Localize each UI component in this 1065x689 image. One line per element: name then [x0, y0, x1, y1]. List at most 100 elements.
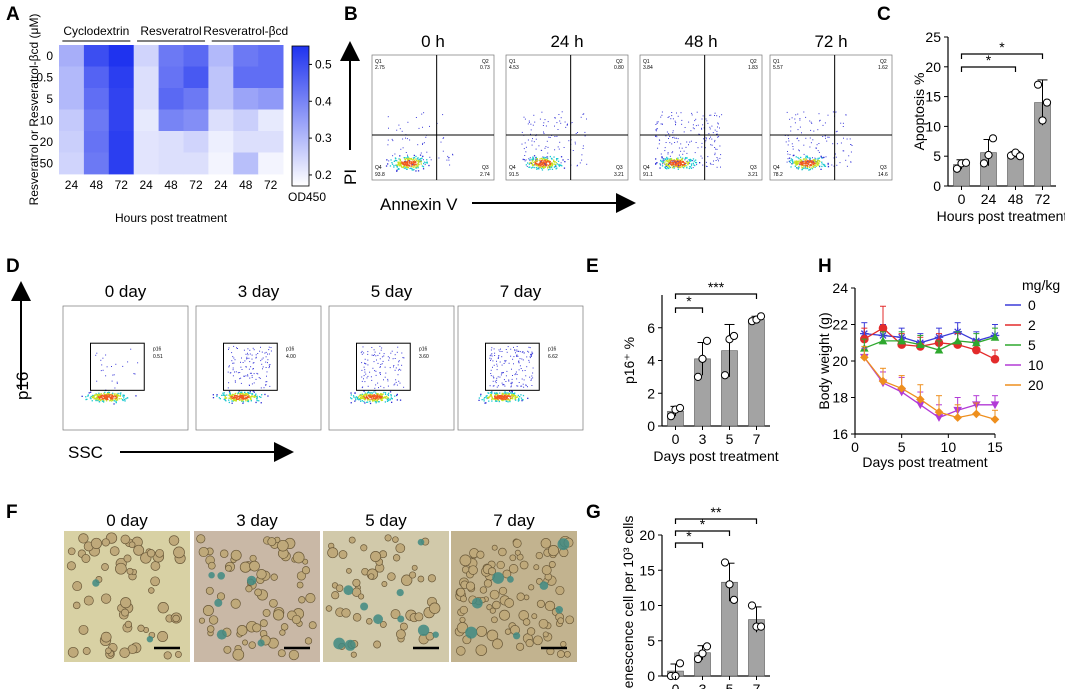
- flow-event: [268, 364, 270, 366]
- flow-event: [535, 159, 536, 161]
- flow-event: [800, 163, 803, 165]
- flow-event: [689, 158, 691, 161]
- flow-event: [512, 358, 514, 360]
- flow-event: [667, 152, 669, 154]
- flow-event: [655, 158, 657, 160]
- flow-event: [375, 402, 377, 404]
- flow-event: [550, 157, 553, 160]
- flow-event: [532, 124, 534, 126]
- flow-event: [408, 165, 411, 167]
- flow-event: [414, 162, 416, 164]
- flow-d-title: 5 day: [371, 282, 413, 301]
- flow-event: [677, 165, 680, 167]
- flow-event: [655, 164, 657, 165]
- cell: [120, 534, 131, 545]
- flow-event: [247, 395, 249, 398]
- cell: [121, 608, 129, 617]
- flow-event: [415, 165, 417, 167]
- flow-event: [108, 394, 110, 396]
- flow-event: [494, 400, 497, 402]
- flow-event: [387, 356, 389, 358]
- cell: [392, 536, 399, 543]
- data-point: [720, 558, 730, 567]
- flow-event: [715, 160, 717, 161]
- flow-event: [446, 159, 448, 161]
- flow-event: [558, 164, 561, 167]
- flow-event: [260, 387, 262, 389]
- flow-event: [531, 160, 533, 162]
- stained-cell: [373, 614, 383, 625]
- flow-event: [369, 393, 371, 395]
- flow-event: [522, 351, 524, 353]
- flow-event: [665, 158, 667, 160]
- cell: [502, 569, 512, 579]
- flow-event: [522, 399, 524, 401]
- flow-event: [702, 164, 704, 166]
- flow-event: [525, 146, 527, 148]
- flow-event: [252, 395, 254, 397]
- flow-event: [412, 169, 414, 171]
- x-axis-title: Days post treatment: [862, 454, 987, 470]
- flow-event: [661, 156, 663, 158]
- flow-event: [97, 396, 99, 398]
- flow-event: [417, 163, 419, 165]
- flow-event: [410, 163, 412, 165]
- flow-event: [799, 118, 801, 120]
- flow-event: [510, 385, 512, 387]
- flow-event: [551, 166, 553, 168]
- flow-event: [501, 394, 503, 396]
- flow-event: [539, 158, 541, 160]
- flow-event: [512, 394, 514, 396]
- flow-event: [242, 399, 244, 401]
- flow-event: [401, 162, 403, 164]
- flow-event: [679, 160, 681, 162]
- flow-event: [258, 396, 261, 398]
- cell: [358, 593, 365, 600]
- cell: [101, 563, 109, 571]
- flow-event: [115, 395, 117, 397]
- flow-event: [791, 160, 794, 162]
- flow-event: [797, 137, 798, 139]
- flow-event: [660, 159, 662, 162]
- flow-event: [794, 122, 796, 124]
- flow-event: [218, 397, 220, 399]
- flow-event: [511, 392, 513, 394]
- cell: [298, 596, 306, 604]
- heatmap-x-tick: 24: [65, 178, 79, 192]
- flow-event: [231, 402, 233, 404]
- flow-event: [531, 159, 533, 161]
- q2-value: 1.83: [748, 65, 758, 71]
- cell: [173, 546, 185, 559]
- flow-event: [544, 119, 546, 121]
- gate-value: 3.60: [419, 354, 429, 360]
- flow-event: [492, 366, 493, 368]
- cell: [459, 605, 468, 615]
- flow-event: [504, 395, 506, 397]
- flow-event: [257, 373, 259, 375]
- flow-event: [680, 112, 682, 114]
- cell: [409, 571, 417, 579]
- flow-event: [521, 385, 523, 387]
- flow-event: [660, 153, 662, 155]
- flow-event: [501, 372, 503, 374]
- heatmap-cell: [233, 66, 259, 89]
- flow-event: [497, 397, 499, 399]
- flow-event: [705, 165, 707, 167]
- flow-event: [407, 165, 409, 167]
- flow-event: [803, 153, 805, 155]
- flow-event: [814, 157, 816, 159]
- flow-event: [549, 166, 552, 168]
- flow-event: [714, 129, 716, 131]
- flow-event: [522, 370, 524, 372]
- flow-event: [524, 160, 526, 162]
- heatmap-cell: [133, 66, 159, 89]
- flow-event: [375, 392, 377, 394]
- flow-event: [407, 167, 409, 169]
- cell: [150, 576, 160, 587]
- flow-event: [808, 157, 810, 159]
- flow-event: [92, 395, 94, 397]
- flow-event: [101, 364, 103, 366]
- flow-event: [371, 354, 373, 356]
- flow-event: [85, 398, 87, 401]
- flow-event: [373, 394, 375, 396]
